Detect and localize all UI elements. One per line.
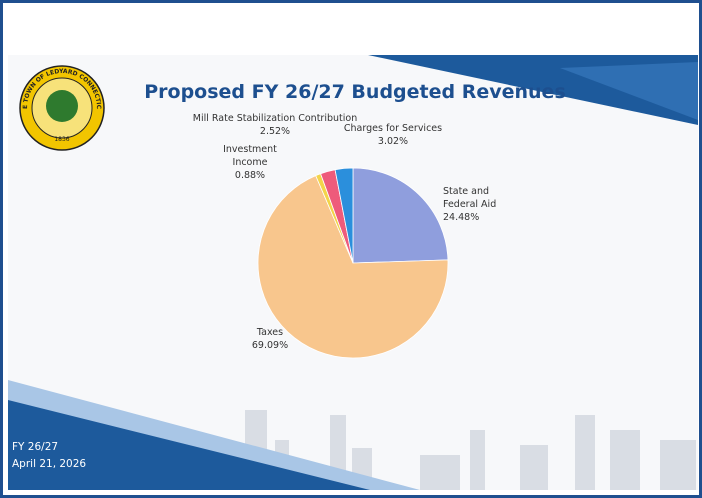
pie-slice (257, 175, 449, 359)
slice-label: Investment Income 0.88% (205, 143, 295, 182)
slice-value: 24.48% (443, 212, 480, 223)
slice-label: Charges for Services 3.02% (338, 122, 448, 148)
seal-year: 1836 (54, 136, 69, 143)
slice-label: Taxes 69.09% (225, 326, 315, 352)
slice-value: 2.52% (259, 126, 291, 137)
footer-line: FY 26/27 (12, 441, 59, 453)
slice-value: 0.88% (234, 170, 266, 181)
slice-value: 3.02% (377, 136, 409, 147)
slice-name: Mill Rate Stabilization Contribution (192, 113, 358, 124)
slice-name: State and Federal Aid (443, 186, 497, 210)
pie (257, 167, 449, 359)
deco-top2 (560, 62, 698, 120)
pie-slice (334, 167, 354, 264)
slice-name: Taxes (256, 327, 284, 338)
footer-date: April 21, 2026 (12, 458, 87, 470)
slice-label: State and Federal Aid 24.48% (443, 185, 513, 224)
pie-slice (352, 167, 449, 264)
slice-name: Charges for Services (343, 123, 443, 134)
slice-name: Investment Income (223, 144, 277, 168)
chart-title: Proposed FY 26/27 Budgeted Revenues (144, 81, 566, 103)
slice-label: Mill Rate Stabilization Contribution 2.52… (190, 112, 360, 138)
slice-value: 69.09% (251, 340, 289, 351)
deco-bottom (8, 400, 370, 490)
